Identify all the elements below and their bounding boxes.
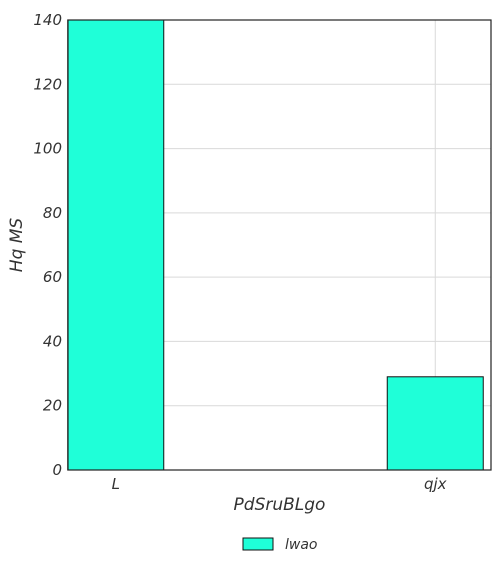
x-tick-label: L (112, 475, 120, 493)
y-tick-label: 40 (43, 332, 62, 350)
y-tick-label: 0 (52, 461, 62, 479)
y-tick-label: 120 (33, 75, 62, 93)
y-axis-ticks: 0 20 40 60 80 100 120 140 (33, 11, 62, 479)
legend-swatch (242, 537, 274, 551)
bars (67, 19, 484, 471)
x-tick-label: qjx (424, 475, 447, 493)
bar-l (67, 19, 165, 471)
y-tick-label: 140 (33, 11, 62, 29)
y-tick-label: 100 (33, 140, 62, 158)
y-tick-label: 80 (43, 204, 62, 222)
plot-area-frame (67, 19, 492, 471)
x-axis-label: PdSruBLgo (234, 495, 326, 515)
y-tick-label: 20 (43, 397, 62, 415)
bar-qjx (386, 376, 484, 471)
legend: lwao (242, 537, 317, 553)
legend-label: lwao (285, 537, 317, 553)
y-axis-label: Hq MS (7, 218, 27, 273)
y-tick-label: 60 (43, 268, 62, 286)
